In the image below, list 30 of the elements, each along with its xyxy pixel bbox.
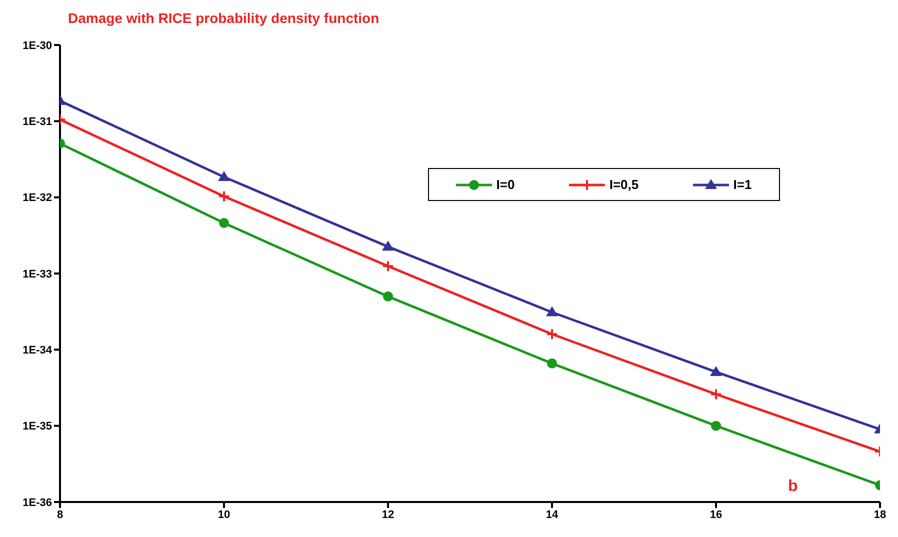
point xyxy=(382,260,394,272)
point xyxy=(219,218,229,228)
y-tick-label: 1E-36 xyxy=(22,496,52,509)
chart-title: Damage with RICE probability density function xyxy=(68,10,380,26)
legend-label: I=1 xyxy=(733,177,752,192)
point xyxy=(710,388,722,400)
y-tick-label: 1E-31 xyxy=(22,116,52,128)
x-tick-label: 16 xyxy=(710,508,722,521)
x-tick-label: 14 xyxy=(546,508,559,521)
point xyxy=(218,170,230,181)
point xyxy=(382,240,394,251)
y-tick-label: 1E-30 xyxy=(22,40,52,52)
point xyxy=(710,366,722,376)
y-tick-label: 1E-35 xyxy=(22,420,52,433)
legend-label: I=0 xyxy=(496,177,515,192)
x-tick-label: 12 xyxy=(382,508,394,521)
y-tick-label: 1E-32 xyxy=(22,192,52,204)
point xyxy=(218,190,230,202)
x-tick-label: 8 xyxy=(56,508,64,521)
point xyxy=(547,358,557,368)
x-tick-label: 10 xyxy=(218,508,230,521)
point xyxy=(383,291,393,302)
point xyxy=(711,420,721,431)
y-tick-label: 1E-33 xyxy=(22,268,52,280)
point xyxy=(546,328,558,340)
y-tick-label: 1E-34 xyxy=(22,344,53,357)
annotation: b xyxy=(788,478,798,496)
point xyxy=(546,306,558,316)
legend-label: I=0,5 xyxy=(609,177,639,192)
x-tick-label: 18 xyxy=(874,508,886,521)
